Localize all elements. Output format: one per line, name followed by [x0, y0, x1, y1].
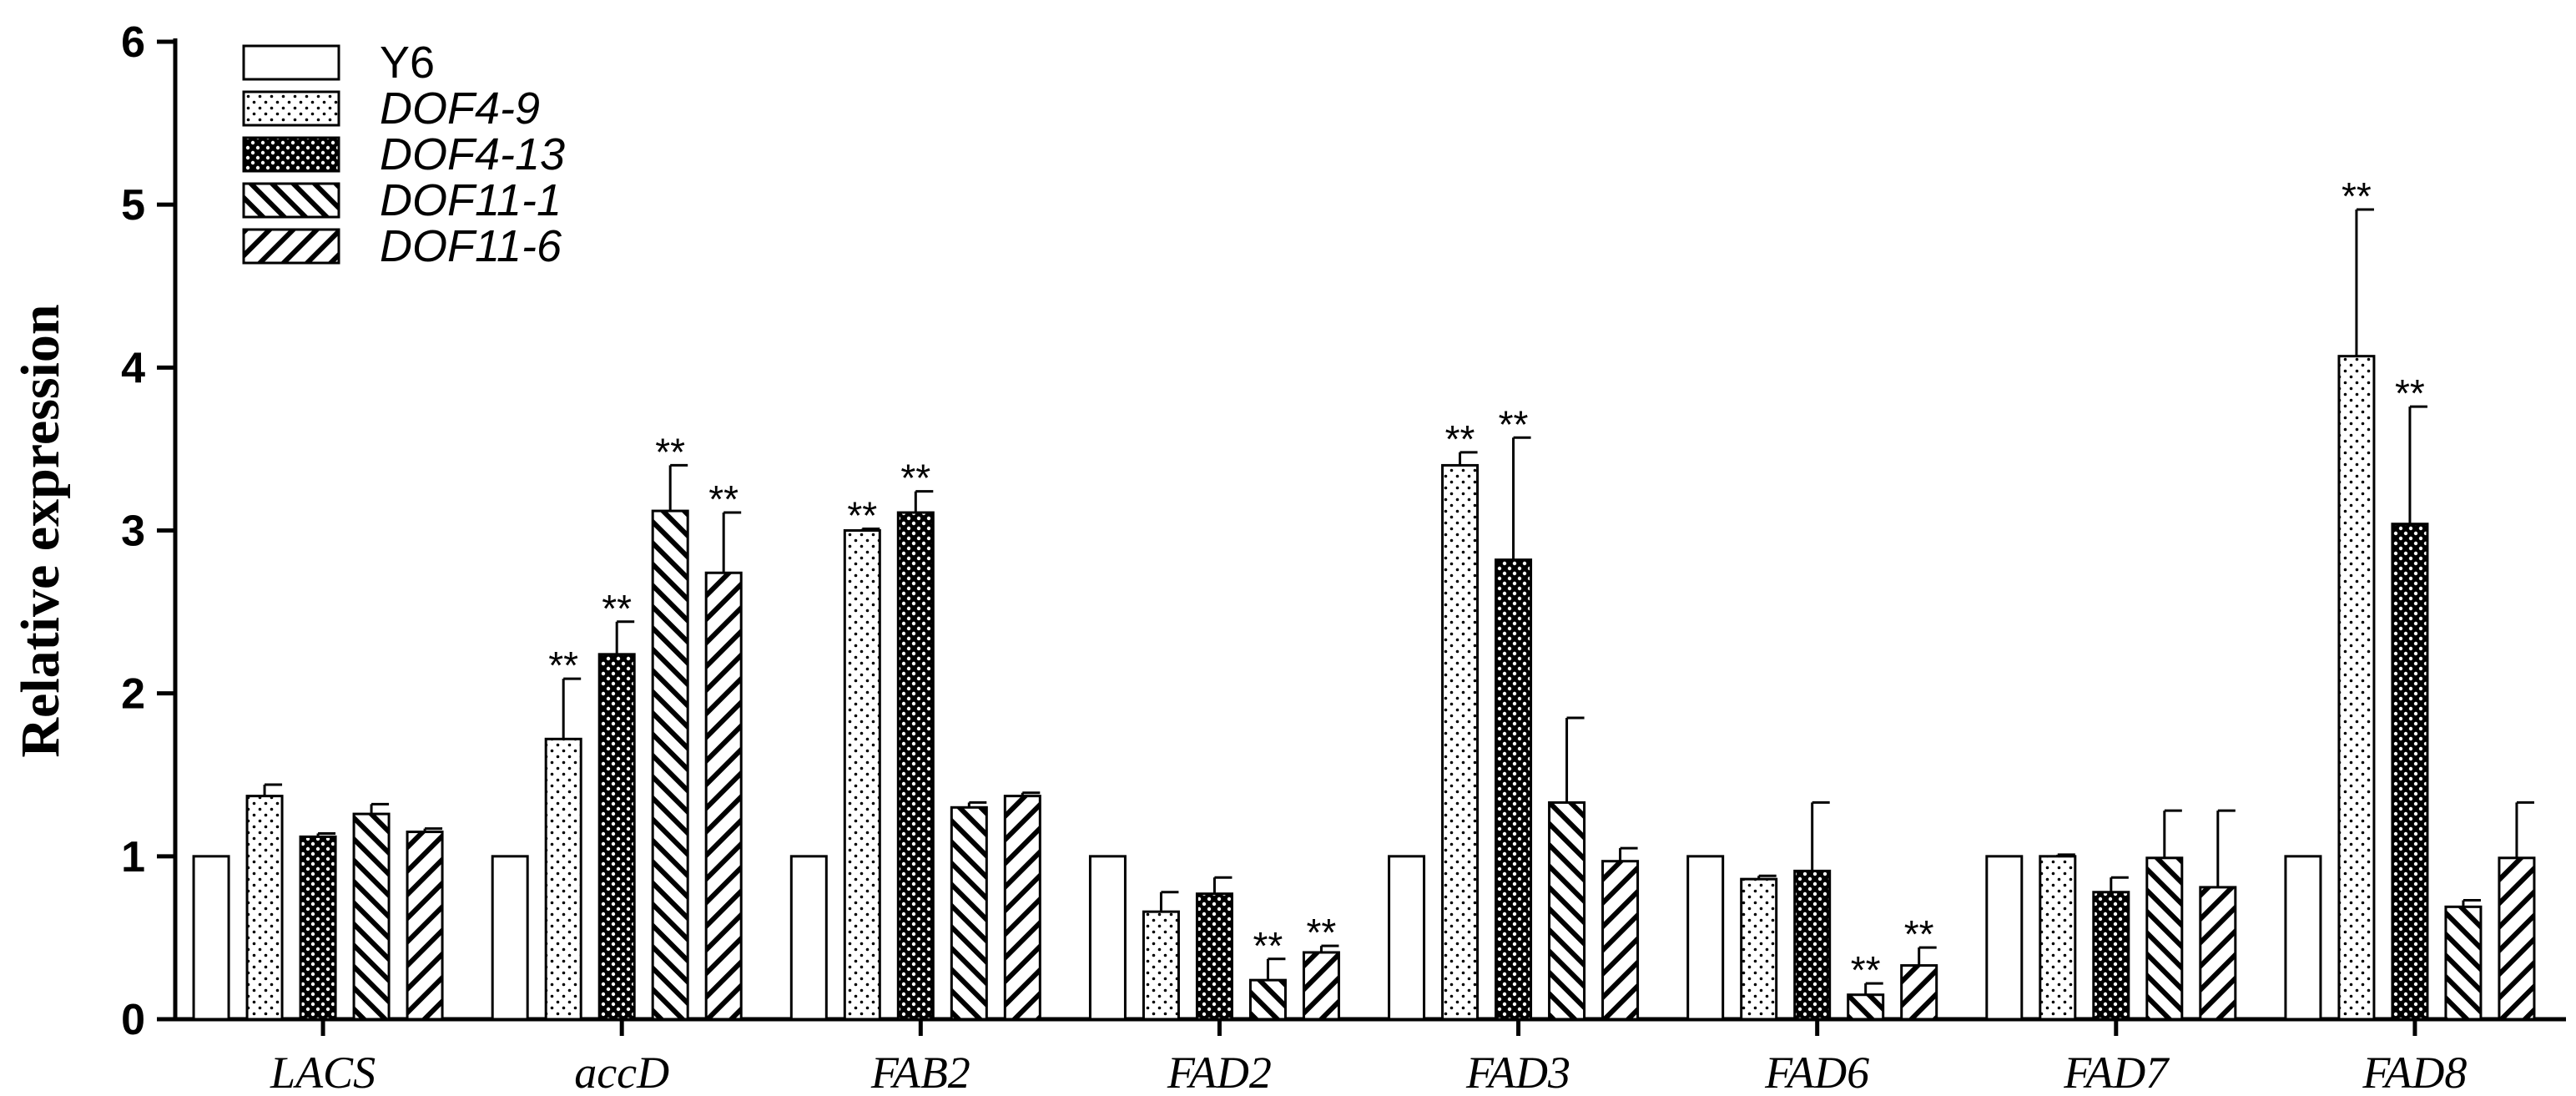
legend-label: Y6: [380, 38, 435, 88]
significance-marker: **: [548, 644, 578, 687]
significance-markers: ** ** ** ** ** ** ** ** ** ** ** ** ** **: [548, 174, 2425, 992]
y-tick-label: 2: [121, 670, 145, 719]
significance-marker: **: [602, 587, 632, 630]
y-tick-label: 4: [121, 344, 145, 392]
bar-DOF4-9-FAD7: [2039, 855, 2077, 1021]
bar-Y6-accD: [491, 855, 529, 1021]
significance-marker: **: [1851, 948, 1881, 992]
bar-DOF11-6-FAB2: [1003, 795, 1041, 1021]
x-tick-labels: LACS accD FAB2 FAD2 FAD3 FAD6 FAD7 FAD8: [270, 1019, 2467, 1096]
bar-Y6-FAD8: [2284, 855, 2322, 1021]
significance-marker: **: [708, 477, 739, 521]
bar-Y6-FAD3: [1388, 855, 1426, 1021]
bar-Y6-LACS: [192, 855, 230, 1021]
y-axis-label: Relative expression: [10, 304, 71, 757]
error-bars: [263, 208, 2534, 995]
bar-DOF11-6-FAD6: [1900, 964, 1938, 1021]
significance-marker: **: [655, 430, 685, 473]
bar-DOF4-13-FAD2: [1195, 892, 1233, 1021]
y-tick-label: 5: [121, 181, 145, 230]
bar-DOF11-1-FAD3: [1548, 801, 1586, 1021]
y-tick-label: 6: [121, 18, 145, 67]
x-tick-label: LACS: [270, 1048, 376, 1096]
x-tick-label: FAD6: [1764, 1048, 1869, 1096]
bar-DOF11-6-LACS: [406, 831, 444, 1021]
legend-label: DOF11-6: [380, 221, 562, 271]
significance-marker: **: [1307, 911, 1337, 954]
bar-DOF4-13-FAB2: [896, 511, 935, 1021]
bar-DOF4-9-FAD6: [1740, 877, 1778, 1021]
bar-DOF11-1-FAB2: [950, 806, 988, 1021]
bar-DOF4-13-accD: [597, 653, 636, 1021]
x-tick-label: FAD8: [2362, 1048, 2467, 1096]
bar-DOF11-6-FAD7: [2199, 886, 2237, 1021]
significance-marker: **: [1445, 417, 1475, 461]
legend-swatch-DOF4-9: [242, 90, 340, 127]
y-tick-label: 1: [121, 833, 145, 881]
bar-DOF11-1-LACS: [352, 812, 391, 1021]
x-tick-label: accD: [574, 1048, 669, 1096]
significance-marker: **: [2342, 174, 2372, 218]
bar-DOF4-13-LACS: [299, 835, 337, 1021]
significance-marker: **: [1904, 912, 1934, 956]
bar-DOF11-1-FAD6: [1847, 993, 1885, 1021]
y-tick-label: 0: [121, 996, 145, 1044]
bar-Y6-FAD2: [1088, 855, 1127, 1021]
bar-DOF11-1-FAD2: [1248, 978, 1287, 1021]
bar-DOF4-9-LACS: [245, 795, 284, 1021]
bar-DOF4-13-FAD8: [2391, 523, 2429, 1021]
bar-DOF11-6-FAD3: [1601, 860, 1640, 1021]
legend-swatch-DOF11-6: [242, 228, 340, 265]
bar-DOF4-9-FAD3: [1441, 463, 1480, 1021]
legend-label: DOF4-9: [380, 83, 540, 134]
legend-swatch-Y6: [242, 44, 340, 81]
significance-marker: **: [1253, 924, 1283, 967]
significance-marker: **: [847, 494, 877, 538]
legend-label: DOF4-13: [380, 129, 565, 179]
bar-DOF4-9-accD: [544, 737, 582, 1021]
significance-marker: **: [900, 457, 930, 500]
bar-DOF11-1-accD: [651, 509, 689, 1021]
x-tick-label: FAD3: [1465, 1048, 1570, 1096]
bar-DOF4-13-FAD6: [1793, 869, 1832, 1021]
bar-DOF11-6-accD: [704, 571, 743, 1021]
bar-Y6-FAD6: [1686, 855, 1725, 1021]
bar-DOF4-9-FAD8: [2337, 355, 2376, 1021]
significance-marker: **: [2395, 371, 2425, 415]
bar-DOF11-6-FAD2: [1302, 951, 1340, 1021]
x-tick-label: FAB2: [870, 1048, 970, 1096]
bar-DOF11-1-FAD7: [2145, 856, 2184, 1021]
legend-swatch-DOF4-13: [242, 136, 340, 173]
bar-DOF4-9-FAD2: [1142, 910, 1180, 1021]
bar-Y6-FAB2: [789, 855, 828, 1021]
x-tick-label: FAD2: [1167, 1048, 1272, 1096]
legend-label: DOF11-1: [380, 175, 562, 225]
bar-DOF11-1-FAD8: [2444, 905, 2483, 1021]
bars: [192, 355, 2536, 1021]
bar-DOF4-13-FAD3: [1495, 558, 1533, 1021]
bar-DOF11-6-FAD8: [2498, 856, 2536, 1021]
bar-DOF4-13-FAD7: [2092, 891, 2130, 1021]
y-tick-label: 3: [121, 508, 145, 556]
x-tick-label: FAD7: [2063, 1048, 2170, 1096]
legend-swatch-DOF11-1: [242, 182, 340, 219]
bar-DOF4-9-FAB2: [843, 529, 881, 1021]
bar-Y6-FAD7: [1985, 855, 2024, 1021]
significance-marker: **: [1499, 402, 1529, 446]
